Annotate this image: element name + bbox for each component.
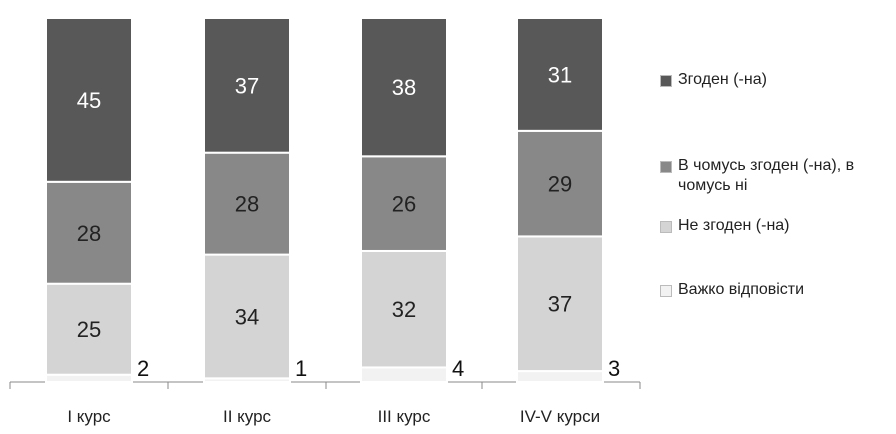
bar-segment (45, 373, 133, 384)
data-label: 37 (235, 73, 259, 98)
bar-segment (203, 151, 291, 256)
legend-item: Не згоден (-на) (660, 216, 896, 236)
data-label: 32 (392, 297, 416, 322)
data-label: 34 (235, 304, 259, 329)
bar-segment (516, 370, 604, 383)
legend-label: В чомусь згоден (-на), в чомусь ні (678, 157, 855, 194)
x-tick-label: III курс (378, 407, 431, 426)
legend-label: Не згоден (-на) (678, 217, 790, 234)
bar-segment (203, 253, 291, 380)
data-label: 45 (77, 88, 101, 113)
legend-swatch (660, 221, 672, 233)
data-label: 28 (77, 221, 101, 246)
legend-label: Згоден (-на) (678, 71, 767, 88)
bar-segment (360, 17, 448, 158)
legend-item: В чомусь згоден (-на), в чомусь ні (660, 156, 896, 196)
data-label: 31 (548, 62, 572, 87)
legend-item: Згоден (-на) (660, 70, 896, 90)
bar-segment (360, 155, 448, 252)
legend-label: Важко відповісти (678, 281, 805, 298)
bar-segment (360, 366, 448, 384)
data-label: 38 (392, 75, 416, 100)
bar-segment (203, 17, 291, 154)
bar-segment (516, 235, 604, 373)
data-label: 1 (295, 356, 307, 381)
legend-swatch (660, 285, 672, 297)
data-label: 29 (548, 172, 572, 197)
data-label: 26 (392, 192, 416, 217)
data-label: 25 (77, 317, 101, 342)
bar-segment (360, 249, 448, 369)
legend-swatch (660, 75, 672, 87)
legend-item: Важко відповісти (660, 280, 896, 300)
data-label: 3 (608, 356, 620, 381)
bar-segment (45, 282, 133, 376)
data-label: 28 (235, 192, 259, 217)
data-label: 4 (452, 356, 464, 381)
bar-segment (516, 17, 604, 132)
data-label: 2 (137, 356, 149, 381)
x-tick-label: I курс (67, 407, 111, 426)
bar-segment (45, 17, 133, 183)
data-label: 37 (548, 292, 572, 317)
x-tick-label: IV-V курси (520, 407, 600, 426)
legend-swatch (660, 161, 672, 173)
bar-segment (45, 180, 133, 285)
x-tick-label: II курс (223, 407, 272, 426)
